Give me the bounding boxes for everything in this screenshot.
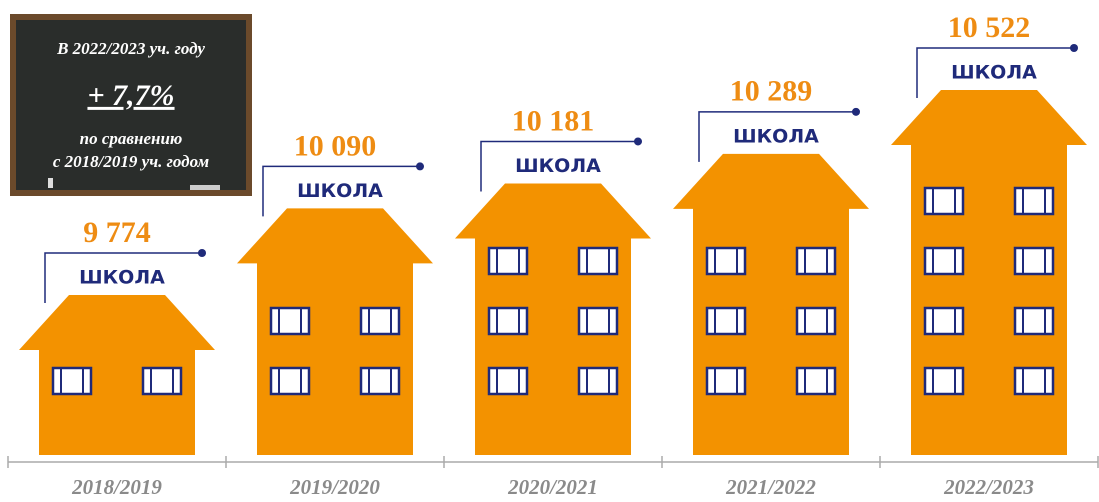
x-tick-label: 2020/2021 [507, 475, 598, 499]
house [237, 208, 433, 455]
x-tick-label: 2018/2019 [71, 475, 162, 499]
window [705, 366, 747, 396]
callout-dot [1070, 44, 1078, 52]
window [795, 306, 837, 336]
window [705, 246, 747, 276]
callout-line [916, 47, 1074, 98]
window [577, 306, 619, 336]
house [673, 153, 869, 456]
callout-dot [852, 107, 860, 116]
value-label: 10 522 [948, 11, 1031, 44]
callout-line [44, 252, 202, 303]
window [1013, 306, 1055, 336]
window [577, 246, 619, 276]
value-label: 9 774 [83, 216, 151, 249]
house [891, 90, 1087, 455]
callout-dot [198, 249, 206, 257]
callout-line [480, 140, 638, 192]
callout-line [698, 111, 856, 162]
chalk [48, 178, 53, 188]
chalk [190, 185, 220, 190]
callout-dot [634, 137, 642, 146]
window [923, 306, 965, 336]
house [455, 183, 651, 456]
value-label: 10 289 [730, 75, 813, 108]
window [577, 366, 619, 396]
window [1013, 366, 1055, 396]
value-label: 10 181 [512, 104, 595, 137]
house-label: ШКОЛА [951, 62, 1037, 84]
house-label: ШКОЛА [79, 267, 165, 289]
window [487, 366, 529, 396]
x-tick-label: 2021/2022 [725, 475, 816, 499]
house [19, 295, 215, 455]
annotation: с 2018/2019 уч. годом [53, 152, 210, 171]
house-label: ШКОЛА [515, 155, 601, 177]
callout-dot [416, 162, 424, 171]
house-label: ШКОЛА [297, 180, 383, 202]
window [1013, 246, 1055, 276]
window [923, 246, 965, 276]
window [923, 186, 965, 216]
window [141, 366, 183, 396]
window [795, 246, 837, 276]
window [487, 306, 529, 336]
house-label: ШКОЛА [733, 125, 819, 147]
window [795, 366, 837, 396]
window [923, 366, 965, 396]
window [359, 366, 401, 396]
annotation-change: + 7,7% [87, 79, 174, 112]
annotation: В 2022/2023 уч. году [56, 39, 205, 58]
window [1013, 186, 1055, 216]
x-tick-label: 2019/2020 [289, 475, 380, 499]
window [51, 366, 93, 396]
x-tick-label: 2022/2023 [943, 475, 1034, 499]
window [705, 306, 747, 336]
chalkboard [16, 20, 246, 190]
value-label: 10 090 [294, 129, 377, 162]
window [487, 246, 529, 276]
callout-line [262, 165, 420, 217]
window [269, 306, 311, 336]
window [359, 306, 401, 336]
annotation: по сравнению [80, 129, 183, 148]
window [269, 366, 311, 396]
